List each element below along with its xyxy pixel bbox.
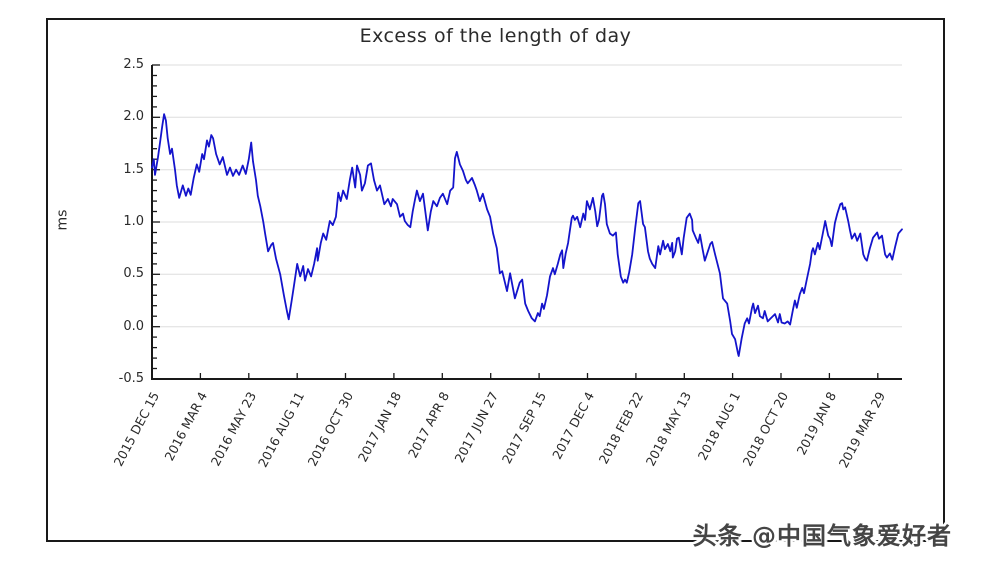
y-tick-label: 1.5	[123, 161, 144, 177]
chart-frame	[46, 18, 945, 542]
y-tick-label: 2.0	[123, 109, 144, 125]
y-tick-label: 0.5	[123, 266, 144, 282]
y-tick-label: -0.5	[118, 371, 144, 386]
y-tick-label: 2.5	[123, 57, 144, 72]
chart-title: Excess of the length of day	[359, 25, 632, 47]
y-tick-label: 0.0	[123, 318, 144, 334]
y-tick-label: 1.0	[123, 214, 144, 229]
watermark-text: 头条 @中国气象爱好者	[692, 522, 952, 550]
series-line	[151, 113, 903, 357]
